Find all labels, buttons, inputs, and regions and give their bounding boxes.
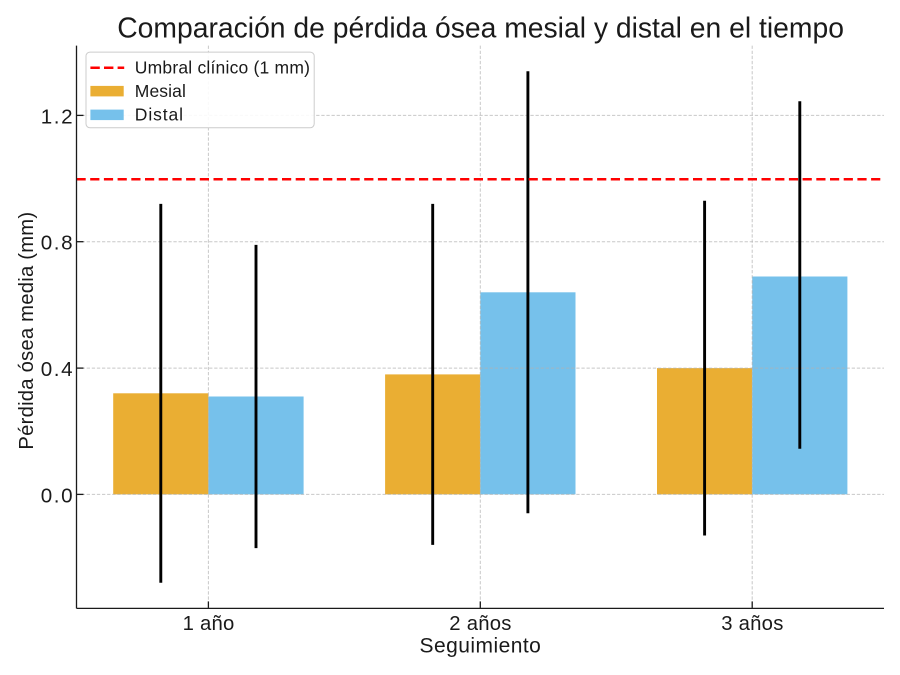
svg-text:Pérdida ósea media (mm): Pérdida ósea media (mm)	[16, 212, 38, 450]
svg-text:0.8: 0.8	[41, 232, 74, 255]
svg-text:1 año: 1 año	[183, 613, 235, 635]
svg-text:Distal: Distal	[135, 105, 184, 125]
svg-text:2 años: 2 años	[449, 613, 511, 635]
svg-text:0.4: 0.4	[41, 358, 74, 381]
svg-text:Comparación de pérdida ósea me: Comparación de pérdida ósea mesial y dis…	[117, 12, 844, 44]
svg-text:1.2: 1.2	[41, 105, 74, 128]
svg-text:3 años: 3 años	[721, 613, 783, 635]
svg-text:Seguimiento: Seguimiento	[420, 635, 542, 658]
svg-text:Mesial: Mesial	[135, 81, 186, 101]
svg-text:0.0: 0.0	[41, 484, 74, 507]
svg-text:Umbral clínico (1 mm): Umbral clínico (1 mm)	[135, 58, 310, 78]
